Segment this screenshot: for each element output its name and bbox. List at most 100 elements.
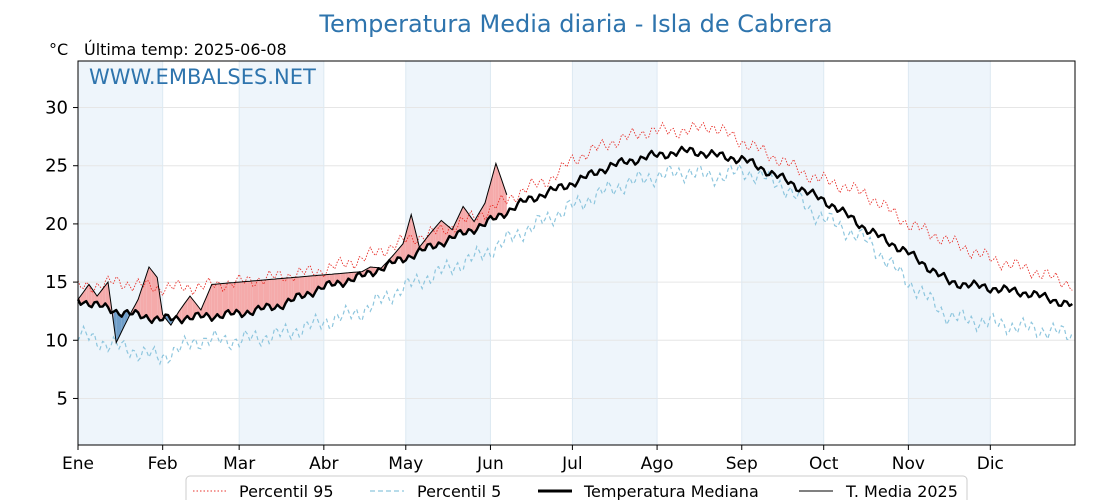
anomaly-above-fill — [88, 284, 92, 308]
anomaly-above-fill — [99, 289, 103, 307]
anomaly-above-fill — [302, 276, 305, 298]
anomaly-above-fill — [184, 299, 188, 320]
anomaly-above-fill — [285, 277, 289, 304]
anomaly-above-fill — [206, 290, 210, 317]
anomaly-above-fill — [200, 303, 204, 318]
y-axis-ticks: 5 10 15 20 25 30 — [45, 98, 78, 409]
month-band — [78, 61, 163, 445]
anomaly-above-fill — [94, 292, 98, 303]
y-tick-label: 15 — [45, 272, 68, 293]
anomaly-above-fill — [280, 278, 283, 309]
anomaly-below-fill — [124, 310, 128, 326]
x-tick-label: Sep — [726, 454, 758, 474]
month-band — [741, 61, 824, 445]
y-tick-label: 10 — [45, 330, 68, 351]
x-axis-ticks: Ene Feb Mar Abr May Jun Jul Ago Sep Oct Nov Dic — [62, 445, 1004, 474]
y-tick-label: 5 — [57, 388, 68, 409]
anomaly-above-fill — [291, 277, 294, 301]
anomaly-above-fill — [269, 279, 272, 310]
anomaly-below-fill — [116, 310, 119, 343]
anomaly-above-fill — [495, 163, 499, 219]
series-line-media2025 — [77, 161, 508, 345]
month-band — [572, 61, 658, 445]
anomaly-above-fill — [143, 275, 147, 318]
x-tick-label: Oct — [809, 454, 839, 474]
grid-lines — [77, 61, 1075, 445]
anomaly-above-fill — [255, 280, 259, 309]
x-tick-label: Mar — [223, 454, 255, 474]
anomaly-above-fill — [498, 171, 502, 215]
anomaly-above-fill — [296, 277, 300, 295]
anomaly-above-fill — [247, 281, 251, 314]
anomaly-above-fill — [277, 278, 281, 308]
anomaly-above-fill — [441, 220, 444, 247]
month-bands — [78, 61, 991, 445]
x-tick-label: Abr — [309, 454, 338, 474]
anomaly-above-fill — [435, 223, 439, 248]
x-tick-label: Dic — [977, 454, 1004, 474]
series-line-p95 — [77, 121, 1073, 297]
legend: Percentil 95 Percentil 5 Temperatura Med… — [185, 475, 968, 500]
anomaly-above-fill — [225, 283, 229, 313]
legend-label-p95: Percentil 95 — [239, 482, 334, 500]
anomaly-above-fill — [493, 163, 496, 220]
anomaly-above-fill — [233, 282, 237, 314]
anomaly-above-fill — [105, 282, 108, 308]
legend-label-median: Temperatura Mediana — [583, 482, 759, 500]
anomaly-above-fill — [318, 275, 322, 289]
anomaly-above-fill — [482, 203, 485, 226]
anomaly-above-fill — [222, 283, 226, 318]
month-band — [239, 61, 324, 445]
anomaly-above-fill — [433, 226, 436, 249]
anomaly-above-fill — [187, 296, 190, 320]
anomaly-below-fill — [165, 314, 169, 322]
anomaly-above-fill — [299, 276, 302, 298]
anomaly-above-fill — [236, 282, 240, 313]
anomaly-above-fill — [310, 275, 313, 297]
anomaly-above-fill — [422, 240, 425, 251]
chart-title: Temperatura Media diaria - Isla de Cabre… — [318, 10, 832, 38]
anomaly-above-fill — [214, 284, 218, 318]
legend-label-p5: Percentil 5 — [417, 482, 501, 500]
month-band — [405, 61, 491, 445]
anomaly-above-fill — [258, 280, 261, 310]
anomaly-above-fill — [501, 179, 505, 218]
anomaly-above-fill — [149, 267, 152, 323]
anomaly-above-fill — [220, 283, 223, 318]
x-tick-label: Ene — [62, 454, 94, 474]
x-tick-label: Jun — [476, 454, 504, 474]
x-tick-label: Jul — [561, 454, 583, 474]
anomaly-above-fill — [241, 281, 245, 317]
anomaly-above-fill — [244, 281, 248, 315]
anomaly-above-fill — [250, 280, 253, 315]
anomaly-above-fill — [460, 206, 464, 235]
x-tick-label: Nov — [892, 454, 925, 474]
anomaly-above-fill — [146, 267, 149, 320]
anomaly-above-fill — [332, 273, 335, 286]
anomaly-above-fill — [288, 277, 292, 301]
anomaly-below-fill — [119, 314, 122, 337]
anomaly-above-fill — [271, 279, 275, 310]
x-tick-label: May — [388, 454, 423, 474]
legend-label-media2025: T. Media 2025 — [845, 482, 958, 500]
anomaly-above-fill — [468, 214, 472, 231]
anomaly-above-fill — [217, 283, 220, 318]
anomaly-above-fill — [190, 296, 193, 320]
anomaly-above-fill — [351, 272, 354, 282]
y-tick-label: 20 — [45, 214, 68, 235]
anomaly-above-fill — [231, 282, 234, 315]
y-tick-label: 30 — [45, 98, 68, 119]
anomaly-above-fill — [411, 214, 414, 259]
anomaly-above-fill — [490, 173, 494, 220]
anomaly-above-fill — [452, 223, 455, 238]
month-band — [908, 61, 991, 445]
anomaly-above-fill — [438, 220, 442, 244]
anomaly-above-fill — [211, 284, 215, 321]
legend-frame — [185, 475, 968, 500]
anomaly-above-fill — [307, 276, 311, 294]
anomaly-above-fill — [157, 277, 160, 321]
plot-frame — [77, 60, 1076, 446]
anomaly-above-fill — [282, 278, 286, 309]
anomaly-above-fill — [266, 279, 270, 305]
